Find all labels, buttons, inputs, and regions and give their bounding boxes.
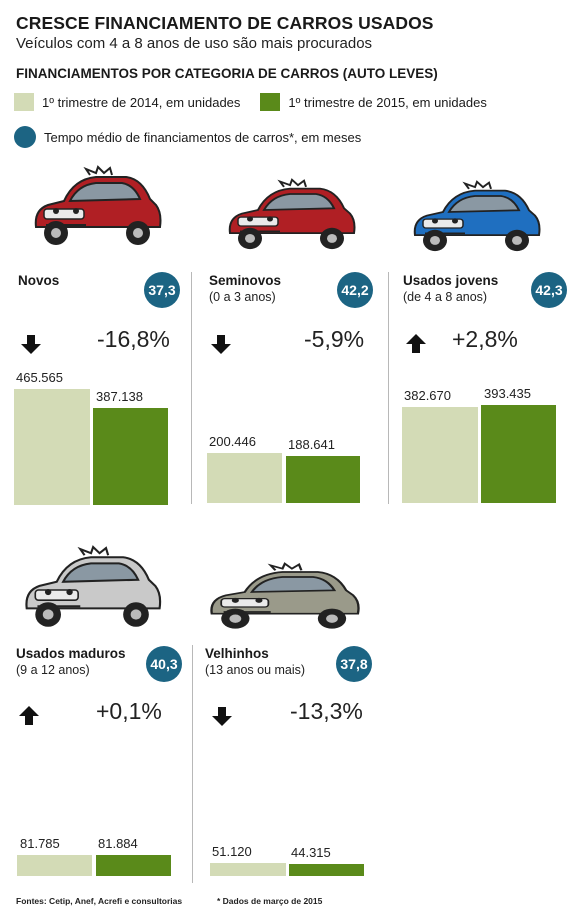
bar-2015	[481, 405, 556, 503]
arrow-up-icon	[18, 705, 40, 727]
category-label: Velhinhos	[205, 646, 269, 661]
legend-label-2015: 1º trimestre de 2015, em unidades	[288, 94, 487, 110]
avg-term-badge: 40,3	[146, 646, 182, 682]
section-title: FINANCIAMENTOS POR CATEGORIA DE CARROS (…	[16, 66, 438, 81]
arrow-down-icon	[20, 333, 42, 355]
legend-label-2014: 1º trimestre de 2014, em unidades	[42, 94, 241, 110]
category-sublabel: (de 4 a 8 anos)	[403, 290, 488, 304]
footer-sources: Fontes: Cetip, Anef, Acrefi e consultori…	[16, 896, 183, 906]
legend-swatch-2015	[260, 93, 281, 111]
bar-2015	[96, 855, 171, 876]
legend-label-badge: Tempo médio de financiamentos de carros*…	[44, 129, 362, 145]
divider	[388, 272, 389, 504]
avg-term-badge: 37,3	[144, 272, 180, 308]
bar-2014	[17, 855, 92, 876]
value-label-2015: 387.138	[96, 389, 143, 404]
category-sublabel: (0 a 3 anos)	[209, 290, 276, 304]
arrow-down-icon	[210, 333, 232, 355]
legend-badge: Tempo médio de financiamentos de carros*…	[14, 126, 361, 148]
category-sublabel: (13 anos ou mais)	[205, 663, 306, 677]
change-percent: +2,8%	[452, 326, 518, 352]
car-illustration	[220, 178, 360, 258]
value-label-2014: 465.565	[16, 370, 63, 385]
chart-subtitle: Veículos com 4 a 8 anos de uso são mais …	[16, 35, 373, 52]
value-label-2015: 393.435	[484, 386, 531, 401]
bar-2015	[289, 864, 364, 876]
avg-term-badge: 42,2	[337, 272, 373, 308]
car-illustration	[200, 562, 365, 637]
category-label: Usados maduros	[16, 646, 126, 661]
bar-2014	[210, 863, 286, 876]
legend-swatch-2014	[14, 93, 34, 111]
change-percent: +0,1%	[96, 698, 162, 724]
avg-term-badge: 37,8	[336, 646, 372, 682]
divider	[191, 272, 192, 504]
value-label-2014: 382.670	[404, 388, 451, 403]
value-label-2015: 44.315	[291, 845, 331, 860]
chart-title: CRESCE FINANCIAMENTO DE CARROS USADOS	[16, 13, 434, 33]
bar-2015	[286, 456, 360, 503]
change-percent: -13,3%	[290, 698, 363, 724]
value-label-2015: 188.641	[288, 437, 335, 452]
footer-note: * Dados de março de 2015	[217, 896, 323, 906]
avg-term-badge: 42,3	[531, 272, 567, 308]
bar-2015	[93, 408, 168, 505]
bar-2014	[14, 389, 90, 505]
badge-dot-icon	[14, 126, 36, 148]
divider	[192, 645, 193, 883]
car-illustration	[26, 165, 166, 255]
arrow-down-icon	[211, 705, 233, 727]
category-label: Seminovos	[209, 273, 282, 288]
category-sublabel: (9 a 12 anos)	[16, 663, 90, 677]
category-label: Novos	[18, 273, 60, 288]
car-illustration	[405, 180, 545, 260]
legend: 1º trimestre de 2014, em unidades 1º tri…	[14, 92, 487, 112]
value-label-2014: 200.446	[209, 434, 256, 449]
value-label-2014: 51.120	[212, 844, 252, 859]
category-label: Usados jovens	[403, 273, 499, 288]
change-percent: -5,9%	[304, 326, 365, 352]
change-percent: -16,8%	[97, 326, 170, 352]
value-label-2014: 81.785	[20, 836, 60, 851]
bar-2014	[402, 407, 478, 503]
value-label-2015: 81.884	[98, 836, 138, 851]
bar-2014	[207, 453, 282, 503]
car-illustration	[16, 545, 166, 637]
arrow-up-icon	[405, 333, 427, 355]
